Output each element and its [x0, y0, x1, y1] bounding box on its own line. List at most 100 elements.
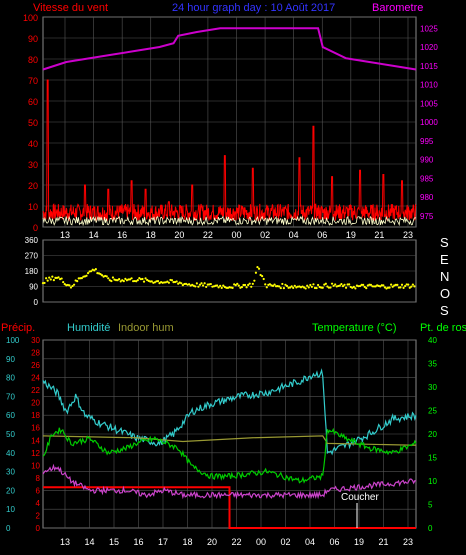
- wind-speed-line: [42, 79, 417, 222]
- direction-y-tick-label: 0: [34, 298, 39, 307]
- wind-direction-point: [332, 284, 335, 287]
- wind-direction-point: [198, 283, 202, 286]
- wind-direction-point: [362, 283, 365, 286]
- temperature-y-tick-label: 20: [428, 430, 437, 439]
- wind-direction-point: [77, 277, 80, 280]
- wind-direction-point: [284, 283, 287, 286]
- sunset-annotation: Coucher: [341, 492, 379, 503]
- wind-direction-point: [348, 283, 351, 286]
- wind-y-tick-label: 100: [23, 13, 38, 23]
- wind-direction-point: [242, 283, 245, 287]
- wind-direction-point: [253, 279, 256, 282]
- wind-direction-point: [346, 283, 349, 286]
- barometer-y-tick-label: 1005: [420, 99, 438, 108]
- wind-direction-point: [264, 283, 267, 286]
- wind-x-tick-label: 00: [231, 230, 241, 240]
- precip-y-tick-label: 26: [31, 361, 40, 370]
- wind-direction-point: [130, 277, 133, 280]
- wind-direction-point: [142, 280, 146, 283]
- wind-direction-point: [257, 267, 261, 270]
- wind-direction-point: [271, 284, 275, 287]
- wind-direction-point: [309, 283, 312, 287]
- barometer-y-tick-label: 975: [420, 212, 434, 221]
- weather-x-tick-label: 14: [84, 537, 94, 547]
- wind-direction-point: [383, 286, 387, 289]
- precip-y-tick-label: 12: [31, 449, 40, 458]
- wind-x-tick-label: 22: [203, 230, 213, 240]
- wind-direction-point: [321, 286, 324, 289]
- wind-direction-point: [46, 279, 49, 282]
- precip-y-tick-label: 14: [31, 436, 40, 445]
- wind-direction-point: [292, 286, 295, 289]
- wind-direction-point: [195, 282, 198, 285]
- wind-direction-point: [256, 265, 259, 269]
- precip-y-tick-label: 18: [31, 411, 40, 420]
- gridlines: [43, 16, 416, 529]
- wind-direction-point: [330, 282, 334, 285]
- wind-direction-point: [307, 286, 310, 289]
- barometer-y-tick-label: 985: [420, 174, 434, 183]
- wind-direction-point: [49, 278, 52, 281]
- wind-y-tick-label: 90: [28, 34, 38, 44]
- barometer-y-tick-label: 1010: [420, 81, 438, 90]
- wind-direction-point: [402, 286, 405, 289]
- precip-y-tick-label: 30: [31, 336, 40, 345]
- direction-letter-e: E: [440, 252, 449, 267]
- wind-direction-point: [144, 277, 147, 280]
- wind-direction-point: [236, 282, 239, 285]
- wind-y-tick-label: 60: [28, 97, 38, 107]
- wind-direction-point: [304, 287, 307, 290]
- humidity-y-tick-label: 60: [6, 411, 15, 420]
- wind-direction-point: [248, 282, 251, 285]
- wind-direction-point: [273, 283, 276, 286]
- barometer-y-tick-label: 1015: [420, 62, 438, 71]
- humidity-y-tick-label: 70: [6, 392, 15, 401]
- wind-direction-point: [369, 283, 373, 287]
- wind-direction-point: [324, 282, 327, 285]
- wind-direction-point: [407, 283, 410, 286]
- wind-direction-point: [175, 280, 178, 283]
- weather-x-tick-label: 20: [207, 537, 217, 547]
- wind-direction-point: [86, 272, 90, 275]
- wind-direction-point: [388, 286, 391, 289]
- wind-y-tick-label: 0: [33, 223, 38, 233]
- wind-direction-point: [136, 278, 139, 282]
- wind-direction-point: [124, 277, 127, 280]
- wind-direction-point: [411, 283, 414, 286]
- weather-x-tick-label: 16: [133, 537, 143, 547]
- wind-direction-point: [122, 280, 125, 283]
- wind-y-tick-label: 20: [28, 181, 38, 191]
- precip-y-tick-label: 6: [36, 486, 41, 495]
- wind-direction-point: [338, 284, 341, 287]
- barometer-y-tick-label: 1025: [420, 24, 438, 33]
- precip-y-tick-label: 2: [36, 511, 41, 520]
- wind-x-tick-label: 21: [374, 230, 384, 240]
- wind-direction-point: [413, 285, 416, 288]
- wind-x-tick-label: 23: [403, 230, 413, 240]
- wind-y-tick-label: 70: [28, 76, 38, 86]
- wind-direction-point: [391, 285, 394, 288]
- wind-direction-point: [282, 287, 285, 290]
- wind-x-tick-label: 02: [260, 230, 270, 240]
- wind-direction-point: [247, 283, 250, 287]
- wind-direction-point: [180, 282, 183, 285]
- wind-direction-point: [245, 286, 248, 289]
- wind-direction-point: [281, 282, 284, 286]
- weather-x-tick-label: 19: [354, 537, 364, 547]
- wind-direction-point: [135, 280, 138, 283]
- weather-x-tick-label: 13: [60, 537, 70, 547]
- barometer-y-tick-label: 990: [420, 156, 434, 165]
- wind-direction-point: [293, 284, 296, 287]
- wind-direction-point: [105, 275, 108, 278]
- legend-indoor-hum: Indoor hum: [118, 322, 174, 334]
- wind-direction-point: [200, 282, 203, 285]
- wind-direction-point: [259, 273, 262, 277]
- wind-direction-point: [167, 281, 170, 284]
- humidity-line: [42, 368, 417, 456]
- wind-direction-point: [118, 278, 121, 281]
- wind-direction-point: [43, 281, 46, 285]
- wind-direction-point: [51, 275, 54, 278]
- wind-direction-point: [400, 283, 404, 286]
- wind-direction-point: [219, 284, 222, 287]
- wind-y-tick-label: 40: [28, 139, 38, 149]
